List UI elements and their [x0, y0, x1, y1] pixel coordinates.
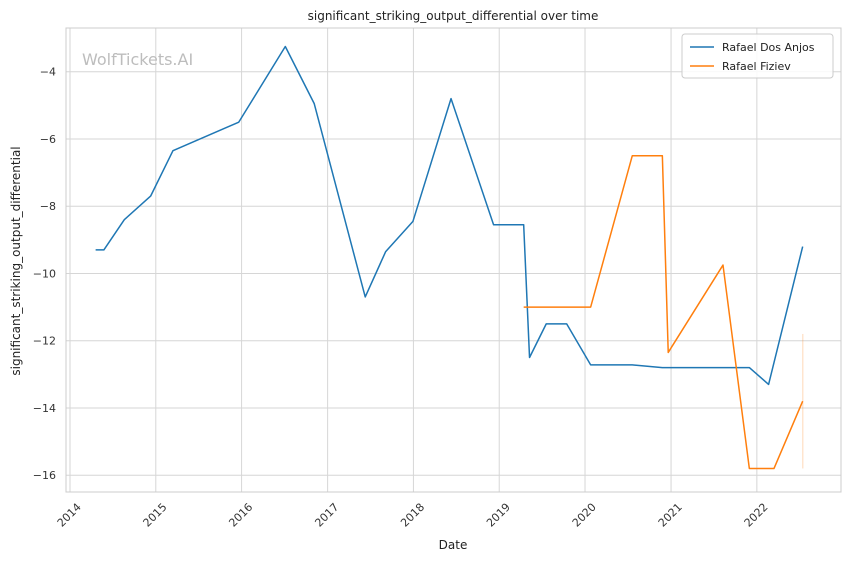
plot-frame: [65, 27, 842, 493]
x-tick-label: 2018: [398, 501, 427, 530]
chart-title: significant_striking_output_differential…: [308, 9, 599, 23]
x-tick-label: 2015: [141, 501, 170, 530]
y-tick-label: −16: [33, 469, 56, 482]
legend-label: Rafael Fiziev: [722, 60, 791, 73]
y-axis-label: significant_striking_output_differential: [9, 146, 23, 375]
x-tick-label: 2016: [226, 501, 255, 530]
y-tick-label: −4: [40, 66, 56, 79]
watermark: WolfTickets.AI: [82, 50, 193, 69]
y-tick-label: −6: [40, 133, 56, 146]
y-tick-label: −8: [40, 200, 56, 213]
x-tick-label: 2019: [484, 501, 513, 530]
error-band: [802, 333, 804, 469]
x-tick-label: 2020: [570, 501, 599, 530]
legend-label: Rafael Dos Anjos: [722, 41, 815, 54]
y-tick-label: −14: [33, 402, 56, 415]
x-tick-label: 2017: [312, 501, 341, 530]
x-axis-label: Date: [439, 538, 468, 552]
series-line-rafael-dos-anjos: [95, 45, 804, 386]
plot-area: 2014 2015 2016 2017 2018 2019 2020 2021 2022 −4 −6…: [33, 27, 842, 530]
x-tick-label: 2021: [656, 501, 685, 530]
x-tick-label: 2022: [742, 501, 771, 530]
y-tick-label: −10: [33, 267, 56, 280]
y-tick-label: −12: [33, 335, 56, 348]
x-tick-label: 2014: [55, 501, 84, 530]
legend-box: [681, 33, 834, 79]
series-line-rafael-fiziev: [523, 155, 804, 470]
legend: Rafael Dos Anjos Rafael Fiziev: [681, 33, 834, 79]
